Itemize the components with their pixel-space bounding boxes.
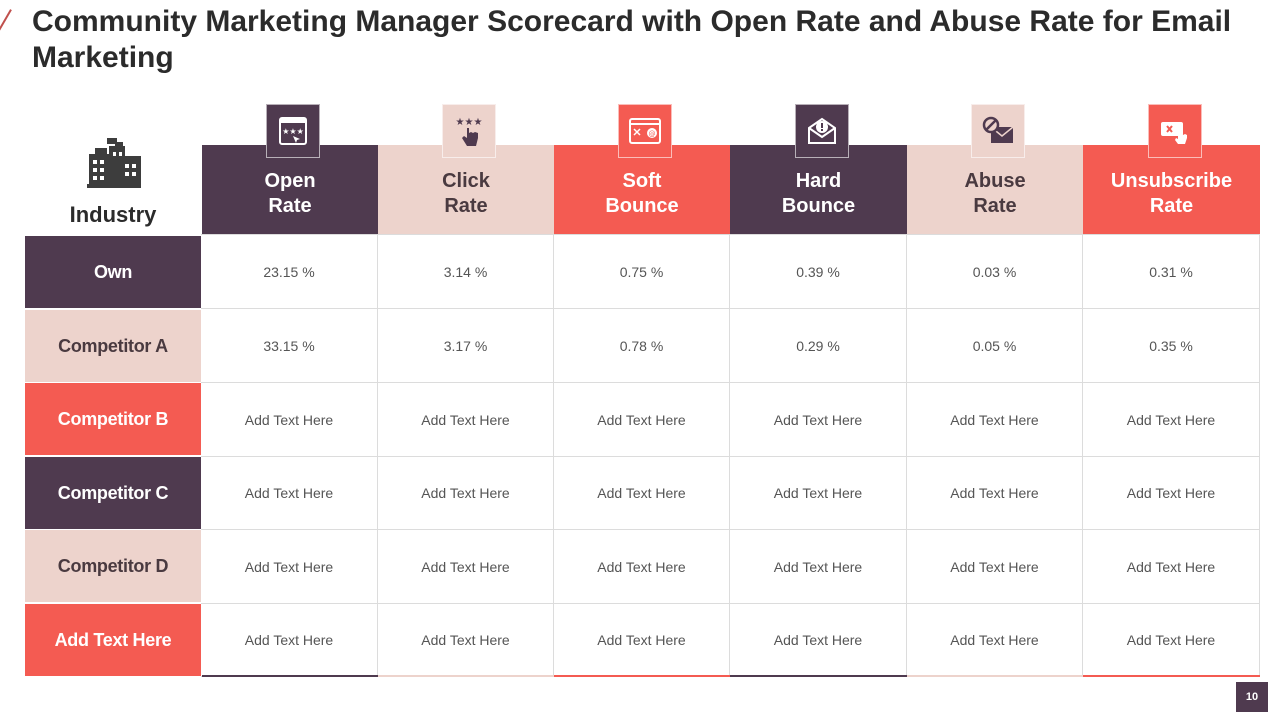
- table-cell: 0.35 %: [1083, 309, 1260, 383]
- column-header-unsubscribe-rate: Unsubscribe Rate: [1083, 145, 1260, 234]
- email-window-icon: @: [618, 104, 672, 158]
- row-header-competitor-c: Competitor C: [25, 457, 201, 529]
- column-header-line1: Soft: [622, 169, 662, 192]
- column-header-click-rate: Click Rate: [378, 145, 554, 234]
- column-header-line2: Bounce: [605, 194, 679, 217]
- row-header-own: Own: [25, 236, 201, 308]
- blocked-envelope-icon: [971, 104, 1025, 158]
- table-cell: 3.14 %: [378, 235, 554, 309]
- page-number: 10: [1236, 682, 1268, 712]
- table-cell: Add Text Here: [378, 603, 554, 677]
- table-cell: Add Text Here: [378, 530, 554, 604]
- table-cell: 33.15 %: [201, 309, 378, 383]
- table-cell: Add Text Here: [907, 530, 1083, 604]
- column-header-line2: Rate: [1149, 194, 1194, 217]
- column-underline: [378, 675, 554, 677]
- column-header-abuse-rate: Abuse Rate: [907, 145, 1083, 234]
- table-cell: Add Text Here: [201, 456, 378, 530]
- table-cell: 0.39 %: [730, 235, 907, 309]
- table-cell: Add Text Here: [1083, 530, 1260, 604]
- row-header-competitor-a: Competitor A: [25, 310, 201, 382]
- table-cell: Add Text Here: [907, 383, 1083, 457]
- table-cell: Add Text Here: [1083, 383, 1260, 457]
- table-cell: 3.17 %: [378, 309, 554, 383]
- table-cell: Add Text Here: [554, 530, 730, 604]
- table-cell: 0.75 %: [554, 235, 730, 309]
- table-cell: Add Text Here: [730, 603, 907, 677]
- table-cell: Add Text Here: [201, 383, 378, 457]
- table-cell: 0.05 %: [907, 309, 1083, 383]
- svg-text:@: @: [649, 130, 656, 138]
- factory-building-icon: [87, 138, 141, 188]
- table-cell: Add Text Here: [907, 603, 1083, 677]
- column-header-line1: Click: [442, 169, 490, 192]
- column-header-line1: Abuse: [964, 169, 1026, 192]
- column-header-line2: Rate: [973, 194, 1017, 217]
- table-cell: Add Text Here: [201, 530, 378, 604]
- column-header-hard-bounce: Hard Bounce: [730, 145, 907, 234]
- table-cell: 0.03 %: [907, 235, 1083, 309]
- column-header-line1: Hard: [795, 169, 842, 192]
- table-cell: Add Text Here: [730, 530, 907, 604]
- table-cell: 23.15 %: [201, 235, 378, 309]
- table-cell: Add Text Here: [1083, 456, 1260, 530]
- column-underline: [1083, 675, 1260, 677]
- table-cell: Add Text Here: [378, 383, 554, 457]
- column-underline: [202, 675, 378, 677]
- column-underline: [554, 675, 730, 677]
- table-cell: Add Text Here: [554, 456, 730, 530]
- star-rating-screen-icon: ★★★: [266, 104, 320, 158]
- table-cell: 0.78 %: [554, 309, 730, 383]
- stars-click-hand-icon: ★★★: [442, 104, 496, 158]
- column-header-line2: Bounce: [781, 194, 856, 217]
- column-header-line1: Open: [264, 169, 316, 192]
- table-cell: 0.29 %: [730, 309, 907, 383]
- table-cell: 0.31 %: [1083, 235, 1260, 309]
- row-header-add-text: Add Text Here: [25, 604, 201, 676]
- envelope-alert-icon: [795, 104, 849, 158]
- table-cell: Add Text Here: [730, 383, 907, 457]
- svg-text:★★★: ★★★: [282, 127, 304, 136]
- table-cell: Add Text Here: [201, 603, 378, 677]
- table-cell: Add Text Here: [730, 456, 907, 530]
- column-header-line2: Rate: [268, 194, 312, 217]
- column-header-line2: Rate: [444, 194, 488, 217]
- industry-label: Industry: [69, 202, 157, 227]
- row-header-competitor-d: Competitor D: [25, 530, 201, 602]
- column-underline: [907, 675, 1083, 677]
- row-header-competitor-b: Competitor B: [25, 383, 201, 455]
- table-grid: [201, 234, 1260, 676]
- industry-header: Industry: [25, 130, 201, 234]
- page-title: Community Marketing Manager Scorecard wi…: [32, 5, 1232, 74]
- column-header-open-rate: Open Rate: [202, 145, 378, 234]
- column-header-soft-bounce: Soft Bounce: [554, 145, 730, 234]
- svg-text:★★★: ★★★: [456, 117, 483, 128]
- table-cell: Add Text Here: [378, 456, 554, 530]
- column-underline: [730, 675, 907, 677]
- unsubscribe-click-icon: [1148, 104, 1202, 158]
- table-cell: Add Text Here: [554, 383, 730, 457]
- table-cell: Add Text Here: [554, 603, 730, 677]
- table-cell: Add Text Here: [907, 456, 1083, 530]
- table-cell: Add Text Here: [1083, 603, 1260, 677]
- column-header-line1: Unsubscribe: [1110, 169, 1233, 192]
- corner-accent: [0, 9, 12, 31]
